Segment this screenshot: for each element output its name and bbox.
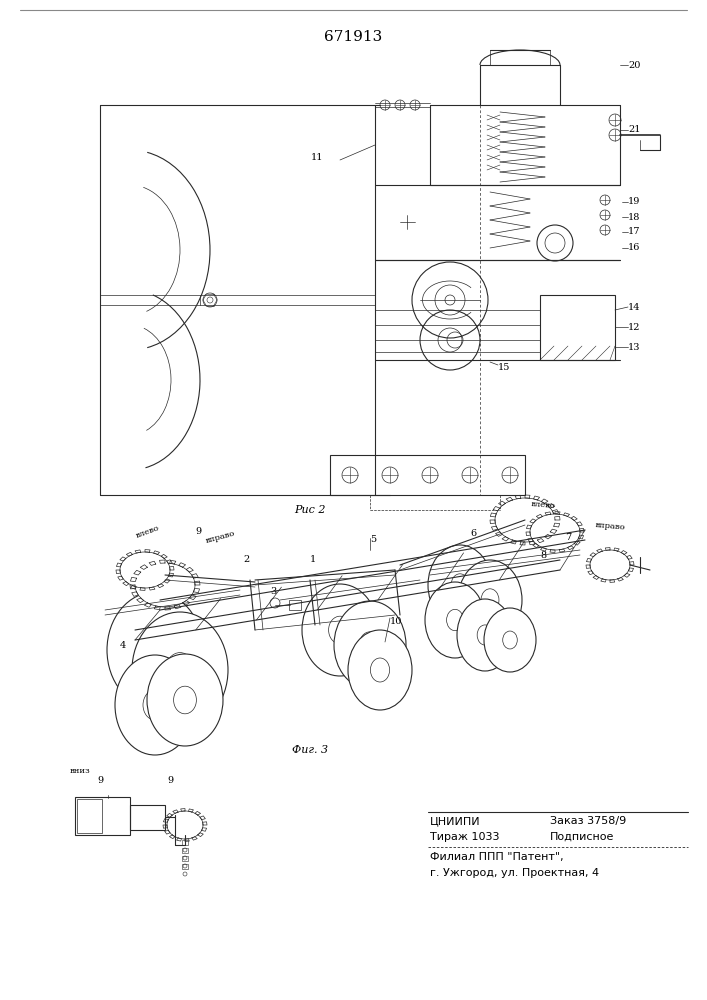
Text: 5: 5 (370, 536, 376, 544)
Text: вправо: вправо (595, 521, 626, 532)
Ellipse shape (359, 632, 381, 658)
Ellipse shape (348, 630, 412, 710)
Bar (182, 840, 188, 845)
Text: 14: 14 (628, 302, 641, 312)
Ellipse shape (147, 654, 223, 746)
Ellipse shape (484, 608, 536, 672)
Ellipse shape (451, 574, 469, 596)
Text: 20: 20 (628, 60, 641, 70)
Text: 17: 17 (628, 228, 641, 236)
Text: 15: 15 (498, 362, 510, 371)
Text: 12: 12 (628, 322, 641, 332)
Ellipse shape (530, 514, 580, 550)
Ellipse shape (132, 612, 228, 728)
Bar (182, 856, 188, 861)
Bar (130, 805, 165, 830)
Ellipse shape (447, 609, 463, 631)
Text: 10: 10 (390, 617, 402, 626)
Text: 16: 16 (628, 243, 641, 252)
Ellipse shape (165, 653, 194, 687)
Text: Заказ 3758/9: Заказ 3758/9 (550, 816, 626, 826)
Text: 4: 4 (120, 641, 127, 650)
Text: 8: 8 (540, 550, 546, 560)
Ellipse shape (141, 633, 170, 667)
Text: г. Ужгород, ул. Проектная, 4: г. Ужгород, ул. Проектная, 4 (430, 868, 599, 878)
Ellipse shape (115, 655, 195, 755)
Ellipse shape (477, 625, 493, 645)
Text: влево: влево (135, 524, 161, 540)
Ellipse shape (174, 686, 197, 714)
Bar (77, 799, 102, 833)
Ellipse shape (302, 584, 378, 676)
Text: Филиал ППП "Патент",: Филиал ППП "Патент", (430, 852, 563, 862)
Ellipse shape (457, 599, 513, 671)
Text: Фиг. 3: Фиг. 3 (292, 745, 328, 755)
Ellipse shape (370, 658, 390, 682)
Bar (289, 600, 301, 610)
Text: ЦНИИПИ: ЦНИИПИ (430, 816, 481, 826)
Text: вправо: вправо (204, 529, 235, 545)
Text: 13: 13 (628, 342, 641, 352)
Text: 21: 21 (628, 125, 641, 134)
Text: 19: 19 (628, 198, 641, 207)
Text: 9: 9 (167, 776, 173, 785)
Text: Рис 2: Рис 2 (294, 505, 326, 515)
Ellipse shape (143, 690, 167, 720)
Ellipse shape (481, 589, 499, 611)
Text: 9: 9 (97, 776, 103, 785)
Bar (540, 295, 615, 360)
Ellipse shape (329, 616, 351, 644)
Text: Подписное: Подписное (550, 832, 614, 842)
Bar (75, 797, 130, 835)
Text: 11: 11 (310, 152, 323, 161)
Bar (182, 864, 188, 869)
Text: 671913: 671913 (324, 30, 382, 44)
Text: влево: влево (530, 500, 556, 510)
Text: 18: 18 (628, 213, 641, 222)
Ellipse shape (495, 498, 555, 542)
Text: 2: 2 (243, 556, 250, 564)
Ellipse shape (167, 811, 203, 839)
Ellipse shape (503, 631, 518, 649)
Bar (330, 455, 525, 495)
Text: 9: 9 (195, 528, 201, 536)
Text: вниз: вниз (70, 767, 90, 775)
Ellipse shape (428, 545, 492, 625)
Ellipse shape (590, 550, 630, 580)
Ellipse shape (107, 592, 203, 708)
Ellipse shape (425, 582, 485, 658)
Text: 1: 1 (310, 556, 316, 564)
Ellipse shape (120, 552, 170, 588)
Ellipse shape (458, 560, 522, 640)
Ellipse shape (334, 601, 406, 689)
Text: Тираж 1033: Тираж 1033 (430, 832, 500, 842)
Text: 6: 6 (470, 528, 476, 538)
Text: 7: 7 (565, 534, 571, 542)
Bar (182, 848, 188, 853)
Text: 3: 3 (270, 587, 276, 596)
Ellipse shape (135, 563, 195, 607)
